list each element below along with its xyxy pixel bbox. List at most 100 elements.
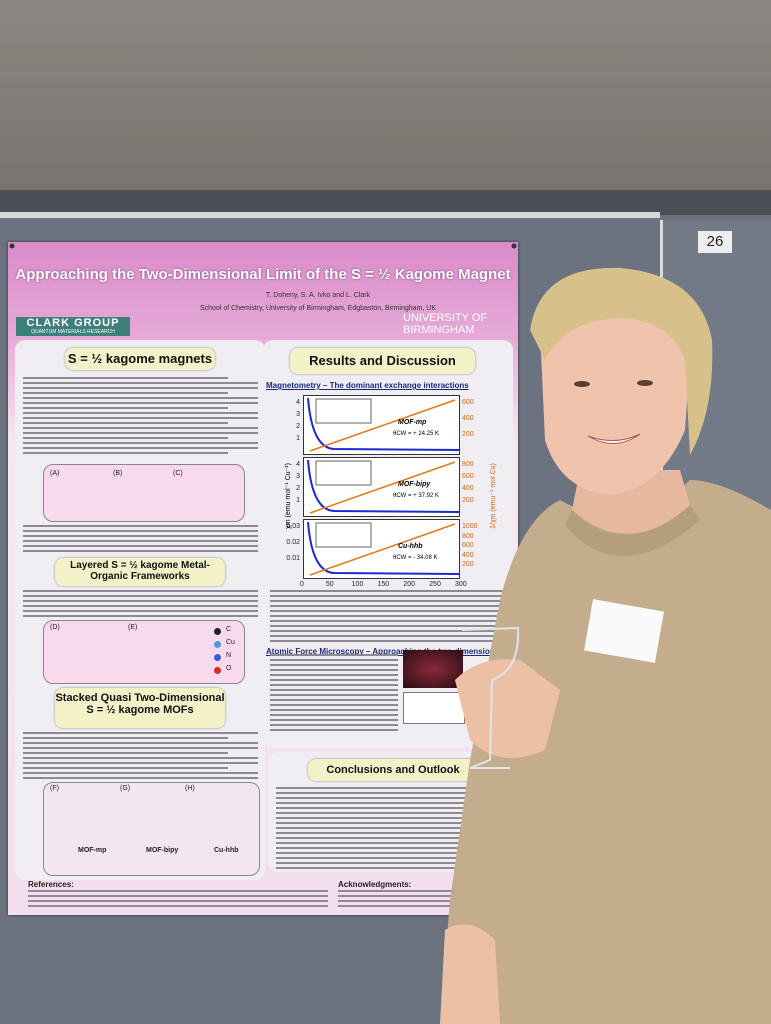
legend-dot [214,667,221,674]
text-line [270,669,398,671]
y-tick-label: 0.03 [286,523,300,530]
y-tick-label: 2 [296,423,300,430]
y-tick-label: 1 [296,497,300,504]
group-tagline: QUANTUM MATERIALS RESEARCH [31,329,115,335]
y2-tick-label: 800 [462,532,474,540]
panel-label: (A) [50,470,60,477]
text-line [270,654,398,656]
text-line [276,862,508,864]
text-line [23,377,228,379]
glass [461,626,520,769]
subheading: Magnetometry – The dominant exchange int… [266,381,469,390]
text-line [23,397,258,399]
text-line [270,605,510,607]
inverse-curve [309,399,456,452]
y2-tick-label: 200 [462,497,474,504]
text-line [28,890,328,892]
inset [315,522,372,548]
inverse-curve [309,461,456,514]
text-line [270,610,510,612]
x-tick-label: 150 [377,581,390,588]
section-heading: Layered S = ½ kagome Metal-Organic Frame… [55,558,225,586]
y2-tick-label: 600 [462,473,474,480]
text-line [23,535,258,537]
text-line [270,595,510,597]
y2-tick-label: 600 [462,542,474,550]
sweater [440,480,771,1024]
text-line [276,797,478,799]
susceptibility-curve [307,397,459,451]
x-tick-label: 50 [325,581,334,588]
affiliation: School of Chemistry, University of Birmi… [199,305,436,312]
legend-label: O [226,665,232,672]
text-line [270,620,510,622]
text-line [276,867,508,869]
legend-dot [214,654,221,661]
text-line [23,382,258,384]
y2-tick-label: 200 [462,561,474,569]
text-line [23,590,258,592]
text-line [338,890,508,892]
text-line [270,600,510,602]
inverse-curve [309,523,456,576]
x-tick-label: 300 [455,581,467,588]
text-line [28,895,328,897]
text-line [276,817,508,819]
y2-tick-label: 400 [462,415,474,422]
text-line [276,827,478,829]
text-line [23,530,258,532]
panel-label: (E) [128,624,138,631]
plot-curves [307,521,459,576]
text-line [23,615,258,617]
text-line [23,407,228,409]
text-line [270,640,510,642]
text-line [23,757,258,759]
susceptibility-curve [307,521,459,575]
text-line [338,905,508,907]
figure-panel [43,782,260,876]
hair [530,267,713,455]
text-line [23,540,258,542]
text-line [23,402,258,404]
text-line [270,714,398,716]
text-line [28,905,328,907]
wall-band [0,190,771,215]
poster: Approaching the Two-Dimensional Limit of… [8,242,518,915]
text-line [270,709,398,711]
collar [565,505,700,557]
text-line [276,832,508,834]
legend-label: C [226,626,232,633]
plot-curves [307,459,459,514]
y2-tick-label: 800 [462,461,474,468]
text-line [270,635,510,637]
text-line [270,684,398,686]
legend-dot [214,641,221,648]
section-heading: Conclusions and Outlook [308,759,478,781]
text-line [270,590,510,592]
susceptibility-curve [307,459,459,513]
text-line [270,625,510,627]
text-line [270,694,398,696]
text-line [23,442,258,444]
text-line [270,729,398,731]
compound-label: Cu-hhb [214,847,239,854]
inset [315,398,372,424]
text-line [276,837,508,839]
panel-label: (D) [50,624,60,631]
group-name: CLARK GROUP [26,317,120,329]
text-line [23,595,258,597]
text-line [270,664,398,666]
y-tick-label: 3 [296,411,300,418]
x-tick-label: 200 [403,581,416,588]
y-tick-label: 0.02 [286,539,300,546]
text-line [23,452,228,454]
y-tick-label: 0.01 [286,555,300,562]
text-line [270,719,398,721]
smile [587,433,641,444]
text-line [276,847,508,849]
text-line [270,689,398,691]
inset [315,460,372,486]
acknowledgments-heading: Acknowledgments: [338,880,412,889]
